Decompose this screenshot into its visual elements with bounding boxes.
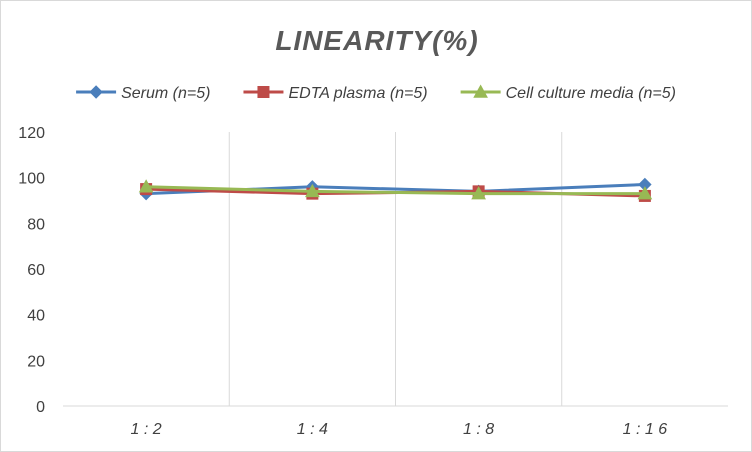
legend-item: Cell culture media (n=5) bbox=[460, 84, 676, 102]
y-tick-label: 0 bbox=[36, 399, 45, 416]
data-point-marker bbox=[305, 183, 320, 198]
legend-marker bbox=[257, 86, 270, 98]
y-tick-label: 20 bbox=[27, 353, 45, 370]
legend: Serum (n=5) EDTA plasma (n=5) Cell culture… bbox=[76, 84, 676, 102]
y-tick-label: 80 bbox=[27, 216, 45, 233]
y-tick-label: 100 bbox=[18, 171, 45, 188]
legend-label: Cell culture media (n=5) bbox=[506, 85, 676, 102]
y-axis: 0 20 40 60 80 100 120 bbox=[18, 125, 45, 416]
series-layer bbox=[138, 177, 653, 202]
x-tick-label: 1 : 8 bbox=[463, 421, 494, 438]
chart-title: LINEARITY(%) bbox=[275, 25, 478, 56]
legend-marker bbox=[89, 85, 103, 99]
data-point-marker bbox=[471, 186, 486, 200]
x-axis: 1 : 2 1 : 4 1 : 8 1 : 1 6 bbox=[63, 405, 728, 438]
x-tick-label: 1 : 4 bbox=[297, 421, 328, 438]
y-tick-label: 40 bbox=[27, 308, 45, 325]
legend-label: EDTA plasma (n=5) bbox=[288, 85, 427, 102]
data-point-marker bbox=[637, 186, 653, 200]
x-tick-label: 1 : 2 bbox=[131, 421, 162, 438]
series-line bbox=[144, 185, 647, 196]
x-tick-label: 1 : 1 6 bbox=[623, 421, 668, 438]
series-group bbox=[138, 179, 653, 200]
gridlines bbox=[228, 132, 563, 406]
legend-item: EDTA plasma (n=5) bbox=[243, 85, 428, 102]
legend-marker bbox=[473, 84, 488, 98]
y-tick-label: 120 bbox=[18, 125, 45, 142]
y-tick-label: 60 bbox=[27, 262, 45, 279]
legend-item: Serum (n=5) bbox=[76, 85, 210, 102]
legend-label: Serum (n=5) bbox=[121, 85, 210, 102]
data-point-marker bbox=[138, 179, 154, 193]
